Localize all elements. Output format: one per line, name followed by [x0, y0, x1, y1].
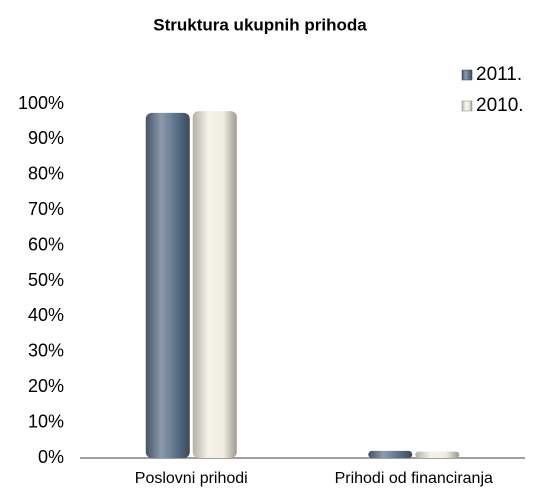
y-tick-label: 60%	[28, 234, 64, 254]
legend-swatch	[461, 69, 473, 81]
y-tick-label: 10%	[28, 411, 64, 431]
x-tick-label: Prihodi od financiranja	[335, 470, 493, 487]
y-tick-label: 70%	[28, 199, 64, 219]
bar	[192, 111, 237, 458]
y-tick-label: 80%	[28, 164, 64, 184]
y-tick-label: 100%	[18, 93, 64, 113]
x-tick-label: Poslovni prihodi	[135, 470, 248, 487]
bar	[415, 451, 460, 458]
y-tick-label: 20%	[28, 376, 64, 396]
y-tick-label: 50%	[28, 270, 64, 290]
legend-swatch	[461, 100, 473, 112]
y-tick-label: 30%	[28, 341, 64, 361]
bar	[145, 112, 190, 458]
y-tick-label: 40%	[28, 305, 64, 325]
chart-title: Struktura ukupnih prihoda	[153, 15, 367, 34]
y-tick-label: 0%	[38, 447, 64, 467]
legend-label: 2011.	[476, 64, 522, 85]
y-tick-label: 90%	[28, 128, 64, 148]
bar	[368, 450, 413, 458]
legend-label: 2010.	[476, 95, 524, 116]
